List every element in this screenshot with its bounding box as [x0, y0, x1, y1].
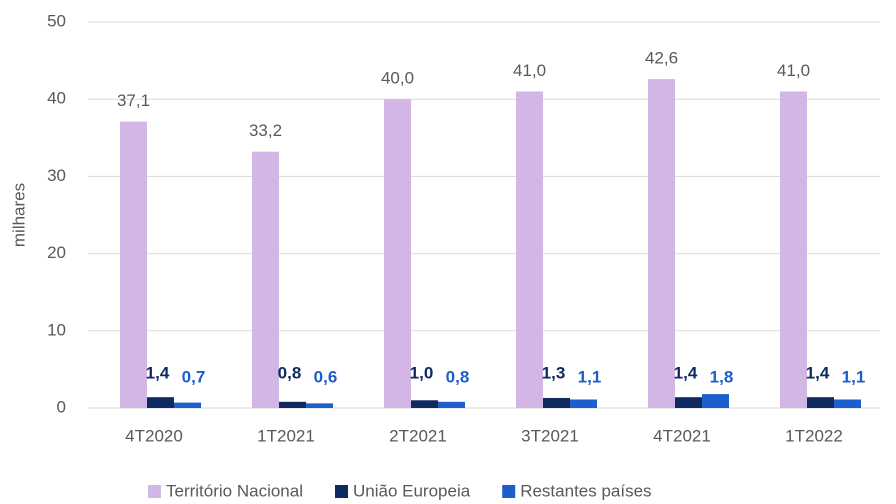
data-label: 1,8 [710, 367, 734, 386]
y-tick-label: 30 [47, 166, 66, 185]
data-label: 1,4 [806, 363, 830, 382]
bar [384, 99, 411, 408]
bar [834, 399, 861, 408]
x-tick-label: 3T2021 [521, 426, 579, 445]
legend-swatch [148, 485, 161, 498]
bar [516, 91, 543, 408]
x-tick-label: 4T2021 [653, 426, 711, 445]
data-label: 37,1 [117, 91, 150, 110]
bar [174, 402, 201, 408]
data-label: 42,6 [645, 49, 678, 68]
bar [675, 397, 702, 408]
x-tick-label: 2T2021 [389, 426, 447, 445]
data-label: 0,6 [314, 367, 338, 386]
x-tick-label: 1T2022 [785, 426, 843, 445]
bar [411, 400, 438, 408]
bar [543, 397, 570, 408]
x-tick-label: 1T2021 [257, 426, 315, 445]
y-tick-label: 20 [47, 243, 66, 262]
y-tick-label: 10 [47, 320, 66, 339]
bar [306, 403, 333, 408]
data-label: 1,3 [542, 363, 566, 382]
bar [780, 91, 807, 408]
legend-swatch [335, 485, 348, 498]
x-tick-label: 4T2020 [125, 426, 183, 445]
legend-label: Restantes países [520, 481, 651, 500]
bar [279, 401, 306, 408]
data-label: 1,4 [146, 363, 170, 382]
y-tick-label: 50 [47, 11, 66, 30]
data-label: 0,8 [446, 367, 470, 386]
data-label: 1,1 [578, 367, 602, 386]
bar [807, 397, 834, 408]
data-label: 1,4 [674, 363, 698, 382]
legend-swatch [502, 485, 516, 498]
data-label: 40,0 [381, 69, 414, 88]
bar [702, 394, 729, 408]
data-label: 33,2 [249, 121, 282, 140]
legend-label: Território Nacional [166, 481, 303, 500]
bar [438, 401, 465, 408]
data-label: 1,1 [842, 367, 866, 386]
bar [120, 121, 147, 408]
bar [252, 151, 279, 409]
data-label: 1,0 [410, 363, 434, 382]
y-tick-label: 40 [47, 89, 66, 108]
bar [570, 399, 597, 408]
data-label: 41,0 [777, 61, 810, 80]
data-label: 0,8 [278, 363, 302, 382]
bar [147, 397, 174, 408]
y-axis-label: milhares [9, 183, 28, 247]
bar [648, 79, 675, 409]
y-tick-label: 0 [57, 397, 66, 416]
data-label: 0,7 [182, 367, 206, 386]
legend-label: União Europeia [353, 481, 471, 500]
data-label: 41,0 [513, 61, 546, 80]
